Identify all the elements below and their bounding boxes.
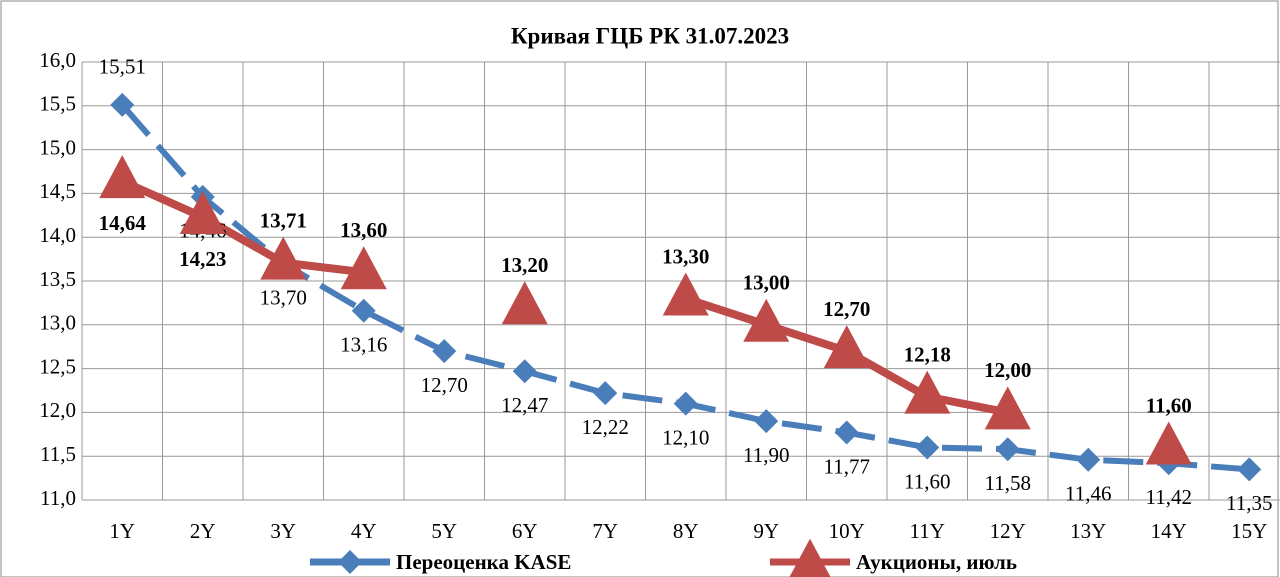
point xyxy=(915,435,940,460)
data-label: 14,23 xyxy=(179,247,226,271)
x-tick-label: 7Y xyxy=(592,519,618,543)
point xyxy=(834,420,859,445)
x-tick-label: 13Y xyxy=(1070,519,1106,543)
y-tick-label: 14,5 xyxy=(39,179,76,203)
x-tick-label: 11Y xyxy=(910,519,945,543)
x-tick-label: 4Y xyxy=(351,519,377,543)
point xyxy=(823,325,870,369)
point xyxy=(743,298,790,342)
y-tick-label: 13,0 xyxy=(39,311,76,335)
data-label: 11,77 xyxy=(824,454,870,478)
point xyxy=(984,386,1031,430)
x-tick-label: 6Y xyxy=(512,519,538,543)
y-tick-label: 12,0 xyxy=(39,398,76,422)
data-label: 12,00 xyxy=(984,358,1031,382)
point xyxy=(99,155,146,199)
y-tick-label: 15,5 xyxy=(39,92,76,116)
data-label: 13,30 xyxy=(662,244,709,268)
point xyxy=(179,191,226,235)
chart-title: Кривая ГЦБ РК 31.07.2023 xyxy=(511,23,789,48)
data-label: 11,58 xyxy=(985,471,1031,495)
data-label: 12,47 xyxy=(501,393,548,417)
point xyxy=(593,381,618,406)
point xyxy=(260,236,307,280)
data-label: 11,46 xyxy=(1065,482,1111,506)
data-label: 15,51 xyxy=(99,55,146,79)
x-tick-label: 14Y xyxy=(1151,519,1187,543)
legend-label: Аукционы, июль xyxy=(856,550,1017,574)
data-label: 11,60 xyxy=(1146,393,1192,417)
data-label: 13,60 xyxy=(340,218,387,242)
x-tick-label: 5Y xyxy=(431,519,457,543)
data-label: 12,22 xyxy=(582,415,629,439)
y-tick-label: 14,0 xyxy=(39,223,76,247)
data-label: 11,60 xyxy=(904,469,950,493)
data-label: 12,10 xyxy=(662,425,709,449)
point xyxy=(995,437,1020,462)
point xyxy=(1076,447,1101,472)
data-label: 13,70 xyxy=(260,285,307,309)
x-tick-label: 1Y xyxy=(109,519,135,543)
data-label: 13,16 xyxy=(340,333,387,357)
data-label: 13,00 xyxy=(743,271,790,295)
data-label: 13,20 xyxy=(501,253,548,277)
y-tick-label: 12,5 xyxy=(39,354,76,378)
point xyxy=(662,272,709,316)
x-tick-label: 3Y xyxy=(270,519,296,543)
point xyxy=(110,92,135,117)
point xyxy=(673,391,698,416)
data-label: 11,90 xyxy=(743,443,789,467)
point xyxy=(512,359,537,384)
point xyxy=(1145,421,1192,465)
data-label: 11,35 xyxy=(1226,491,1272,515)
point xyxy=(432,339,457,364)
y-tick-label: 11,5 xyxy=(40,442,76,466)
data-label: 12,18 xyxy=(904,342,951,366)
point xyxy=(789,538,831,577)
point xyxy=(501,281,548,325)
data-label: 13,71 xyxy=(260,208,307,232)
x-tick-label: 10Y xyxy=(829,519,865,543)
data-label: 14,64 xyxy=(99,211,147,235)
x-tick-label: 12Y xyxy=(990,519,1026,543)
point xyxy=(338,550,362,574)
point xyxy=(754,409,779,434)
data-label: 12,70 xyxy=(421,373,468,397)
x-tick-label: 15Y xyxy=(1231,519,1267,543)
legend-label: Переоценка KASE xyxy=(396,550,571,574)
data-label: 11,42 xyxy=(1146,485,1192,509)
point xyxy=(351,298,376,323)
y-tick-label: 13,5 xyxy=(39,267,76,291)
data-label: 12,70 xyxy=(823,297,870,321)
y-tick-label: 15,0 xyxy=(39,135,76,159)
x-tick-label: 8Y xyxy=(673,519,699,543)
point xyxy=(340,246,387,290)
point xyxy=(904,370,951,414)
x-tick-label: 9Y xyxy=(753,519,779,543)
x-tick-label: 2Y xyxy=(190,519,216,543)
point xyxy=(1237,457,1262,482)
y-tick-label: 16,0 xyxy=(39,48,76,72)
y-tick-label: 11,0 xyxy=(40,486,76,510)
